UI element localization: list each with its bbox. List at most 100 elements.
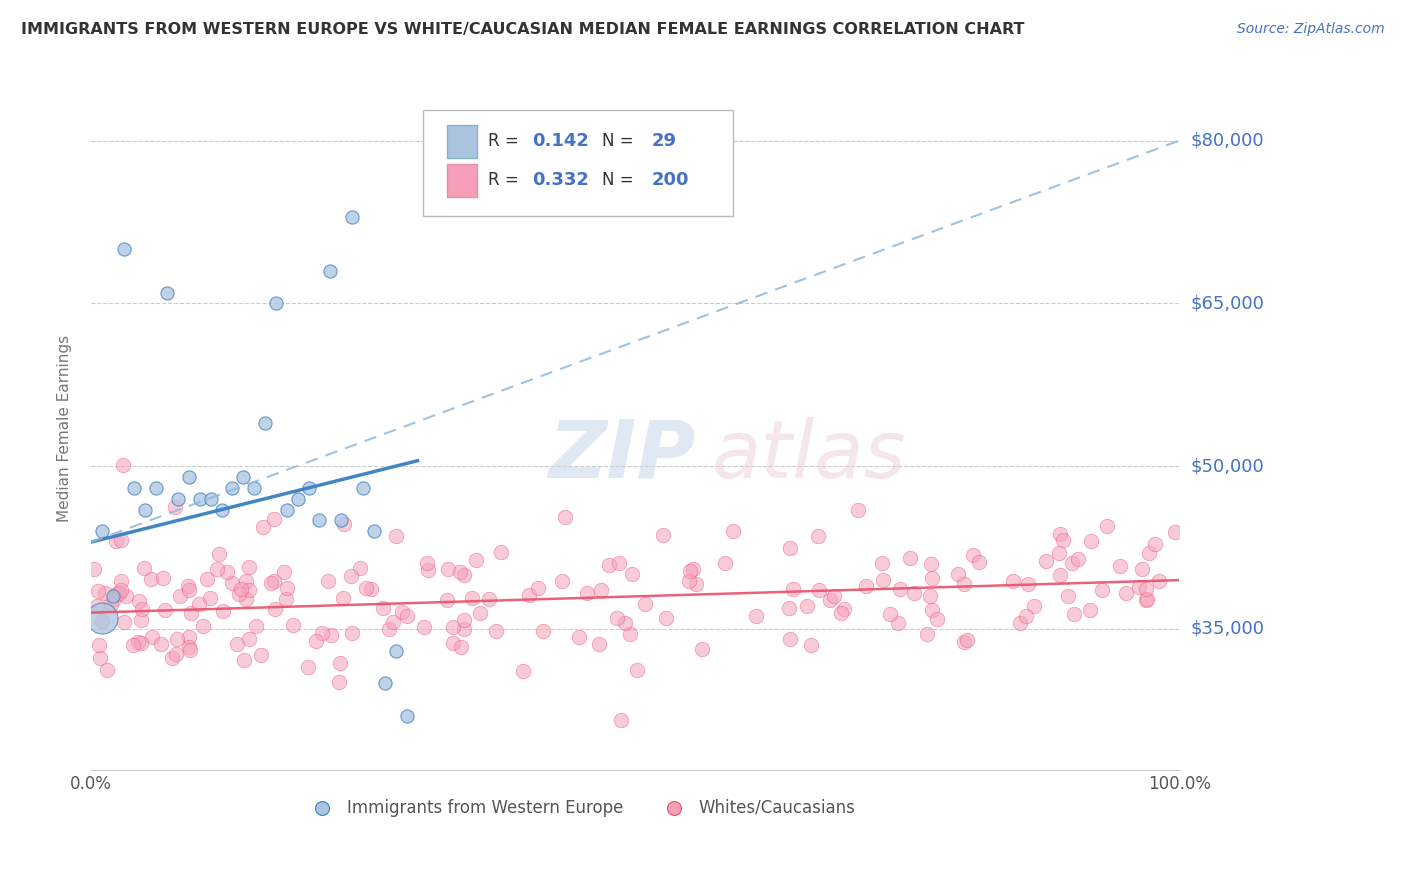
- Point: [416, 557, 439, 571]
- Point: [179, 643, 201, 657]
- Point: [297, 481, 319, 495]
- Point: [132, 561, 155, 575]
- Point: [484, 624, 506, 638]
- Point: [191, 619, 214, 633]
- Text: $35,000: $35,000: [1191, 620, 1264, 638]
- Point: [238, 559, 260, 574]
- Point: [531, 624, 554, 638]
- Point: [165, 647, 187, 661]
- Point: [177, 630, 200, 644]
- Point: [1137, 546, 1160, 560]
- Point: [1147, 574, 1170, 589]
- Point: [1143, 537, 1166, 551]
- Point: [1062, 556, 1084, 570]
- Point: [354, 581, 377, 595]
- Point: [274, 591, 297, 606]
- Point: [333, 516, 356, 531]
- Point: [90, 524, 112, 539]
- Point: [134, 502, 156, 516]
- Point: [177, 583, 200, 598]
- Point: [276, 581, 298, 595]
- Point: [554, 510, 576, 524]
- Point: [141, 630, 163, 644]
- Point: [96, 663, 118, 677]
- Point: [254, 416, 277, 430]
- Point: [243, 481, 266, 495]
- Point: [273, 565, 295, 579]
- Point: [619, 627, 641, 641]
- Point: [1008, 616, 1031, 631]
- Point: [177, 470, 200, 484]
- Point: [152, 571, 174, 585]
- Point: [915, 627, 938, 641]
- Point: [465, 553, 488, 567]
- Point: [1108, 559, 1130, 574]
- Point: [898, 551, 921, 566]
- Point: [391, 605, 413, 619]
- Point: [176, 579, 198, 593]
- Point: [101, 590, 124, 604]
- Point: [188, 597, 211, 611]
- Text: atlas: atlas: [711, 417, 905, 494]
- Point: [112, 615, 135, 629]
- Point: [889, 582, 911, 597]
- Point: [846, 503, 869, 517]
- Point: [721, 524, 744, 539]
- Text: N =: N =: [603, 171, 640, 189]
- Point: [110, 583, 132, 598]
- Point: [129, 636, 152, 650]
- Point: [316, 574, 339, 588]
- Point: [1063, 607, 1085, 622]
- Text: IMMIGRANTS FROM WESTERN EUROPE VS WHITE/CAUCASIAN MEDIAN FEMALE EARNINGS CORRELA: IMMIGRANTS FROM WESTERN EUROPE VS WHITE/…: [21, 22, 1025, 37]
- Text: 200: 200: [651, 171, 689, 189]
- Point: [103, 592, 125, 607]
- Point: [374, 676, 396, 690]
- Point: [626, 664, 648, 678]
- Point: [131, 602, 153, 616]
- Point: [297, 660, 319, 674]
- Text: Source: ZipAtlas.com: Source: ZipAtlas.com: [1237, 22, 1385, 37]
- Point: [453, 622, 475, 636]
- Point: [371, 601, 394, 615]
- Point: [478, 592, 501, 607]
- Point: [921, 603, 943, 617]
- Point: [872, 556, 894, 570]
- Point: [89, 650, 111, 665]
- Point: [920, 558, 942, 572]
- Point: [263, 574, 285, 589]
- Point: [527, 581, 550, 595]
- Point: [953, 576, 976, 591]
- Text: 0.142: 0.142: [531, 132, 589, 150]
- Point: [114, 589, 136, 603]
- Point: [598, 558, 620, 572]
- Point: [453, 613, 475, 627]
- Legend: Immigrants from Western Europe, Whites/Caucasians: Immigrants from Western Europe, Whites/C…: [299, 792, 862, 823]
- Point: [1067, 552, 1090, 566]
- Text: $50,000: $50,000: [1191, 458, 1264, 475]
- Point: [221, 576, 243, 591]
- Point: [212, 605, 235, 619]
- Point: [1049, 567, 1071, 582]
- Point: [377, 622, 399, 636]
- Point: [250, 648, 273, 663]
- Point: [778, 601, 800, 615]
- Point: [215, 565, 238, 579]
- Point: [441, 636, 464, 650]
- Point: [956, 632, 979, 647]
- Point: [328, 675, 350, 690]
- Point: [679, 564, 702, 578]
- Point: [692, 641, 714, 656]
- Point: [83, 561, 105, 575]
- Point: [112, 242, 135, 256]
- Point: [1047, 546, 1070, 560]
- Point: [264, 602, 287, 616]
- Point: [264, 296, 287, 310]
- Point: [962, 548, 984, 562]
- Point: [87, 638, 110, 652]
- Point: [1052, 533, 1074, 547]
- Point: [160, 650, 183, 665]
- Point: [807, 583, 830, 598]
- Point: [441, 620, 464, 634]
- Point: [221, 481, 243, 495]
- Point: [263, 512, 285, 526]
